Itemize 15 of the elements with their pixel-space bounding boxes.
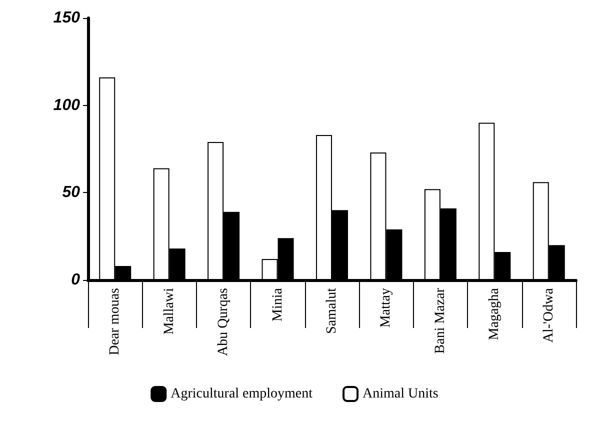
y-tick-label: 0 (71, 272, 80, 288)
x-tick-label: Minia (270, 287, 286, 322)
y-tick-label: 50 (62, 184, 80, 202)
x-tick-label: Bani Mazar (432, 288, 448, 354)
y-tick-label: 150 (53, 10, 80, 26)
x-tick-label: Magagha (487, 287, 502, 340)
x-tick-label: Mattay (378, 288, 394, 328)
x-tick-label: Samalut (324, 288, 340, 334)
legend-label: Animal Units (362, 386, 438, 402)
x-tick-label: Dear mouas (108, 288, 123, 356)
x-tick-label: Abu Qurqas (216, 288, 232, 356)
y-tick-label: 100 (53, 96, 80, 114)
x-tick-label: Mallawi (162, 288, 177, 335)
x-tick-label: Al-'Odwa (541, 287, 556, 343)
legend-label: Agricultural employment (170, 386, 313, 402)
